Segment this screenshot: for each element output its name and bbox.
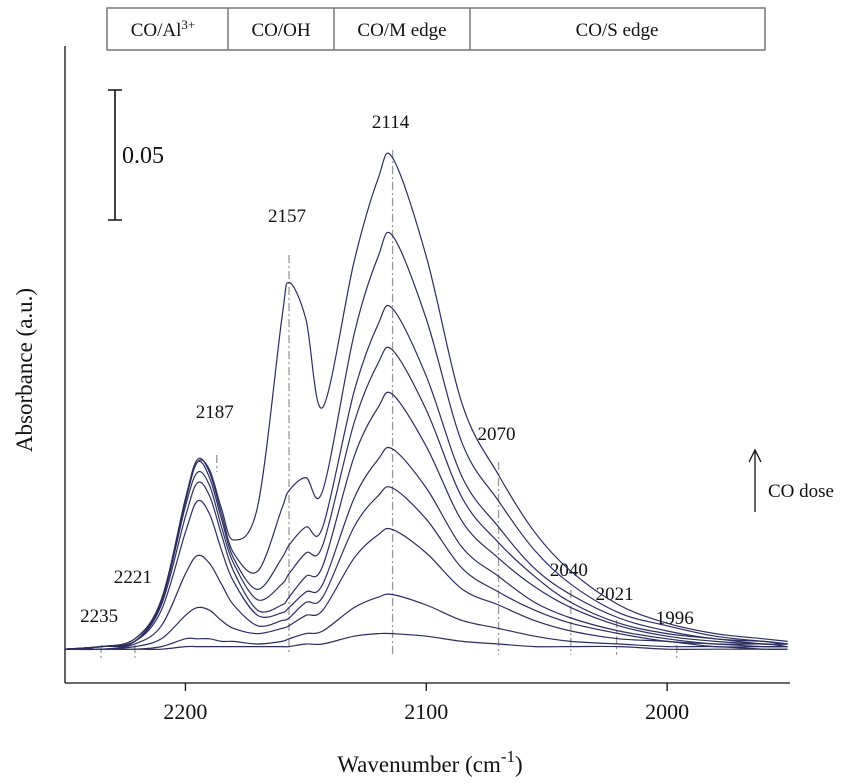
scale-bar-label: 0.05	[122, 143, 164, 169]
peak-label: 2235	[80, 606, 118, 627]
band-label: CO/S edge	[576, 20, 659, 41]
x-tick-label: 2000	[645, 699, 689, 724]
annotation: CO dose	[768, 481, 834, 502]
band-sup: 3+	[181, 17, 195, 32]
x-label-text: Wavenumber (cm	[337, 752, 501, 777]
band-box	[106, 7, 766, 51]
peak-label: 1996	[656, 608, 694, 629]
peak-label: 2040	[550, 560, 588, 581]
y-axis-label: Absorbance (a.u.)	[12, 288, 37, 452]
peak-label: 2114	[372, 112, 410, 133]
spectrum-line	[64, 446, 788, 650]
peak-label: 2187	[196, 402, 234, 423]
peak-label: 2021	[596, 584, 634, 605]
band-label: CO/Al3+	[131, 17, 196, 41]
x-tick-label: 2100	[404, 699, 448, 724]
dose-arrow-head	[748, 448, 762, 463]
peak-label: 2221	[114, 567, 152, 588]
x-axis-label: Wavenumber (cm-1)	[337, 747, 522, 777]
band-text: CO/Al	[131, 20, 182, 41]
spectrum-line	[64, 304, 788, 650]
x-label-end: )	[515, 752, 523, 777]
band-label: CO/OH	[251, 20, 310, 41]
x-label-sup: -1	[501, 747, 515, 766]
scale-bar	[108, 89, 122, 221]
spectrum-line	[65, 632, 788, 650]
spectrum-line	[64, 152, 788, 650]
peak-label: 2070	[478, 424, 516, 445]
x-tick-label: 2200	[163, 699, 207, 724]
peak-label: 2157	[268, 206, 306, 227]
spectrum-line	[64, 391, 788, 650]
band-label: CO/M edge	[357, 20, 446, 41]
spectrum-line	[64, 527, 788, 650]
spectrum-line	[64, 231, 788, 650]
spectrum-line	[65, 593, 788, 650]
spectrum-line	[64, 486, 788, 651]
spectrum-line	[64, 346, 788, 650]
